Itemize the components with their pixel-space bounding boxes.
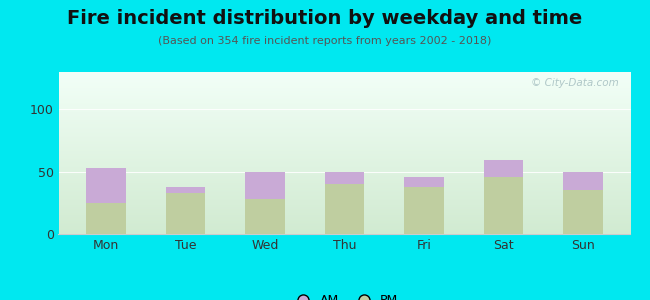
Text: (Based on 354 fire incident reports from years 2002 - 2018): (Based on 354 fire incident reports from… [159, 36, 491, 46]
Bar [245, 172, 285, 199]
Text: Fire incident distribution by weekday and time: Fire incident distribution by weekday an… [68, 9, 582, 28]
Legend: AM, PM: AM, PM [286, 289, 403, 300]
Bar [245, 199, 285, 234]
Bar [86, 203, 126, 234]
Bar [324, 184, 365, 234]
Bar [563, 190, 603, 234]
Bar [166, 193, 205, 234]
Bar [86, 168, 126, 203]
Bar [324, 172, 365, 184]
Bar [484, 160, 523, 177]
Bar [404, 187, 444, 234]
Bar [484, 177, 523, 234]
Bar [166, 187, 205, 193]
Bar [404, 177, 444, 187]
Bar [563, 172, 603, 190]
Text: © City-Data.com: © City-Data.com [531, 79, 619, 88]
